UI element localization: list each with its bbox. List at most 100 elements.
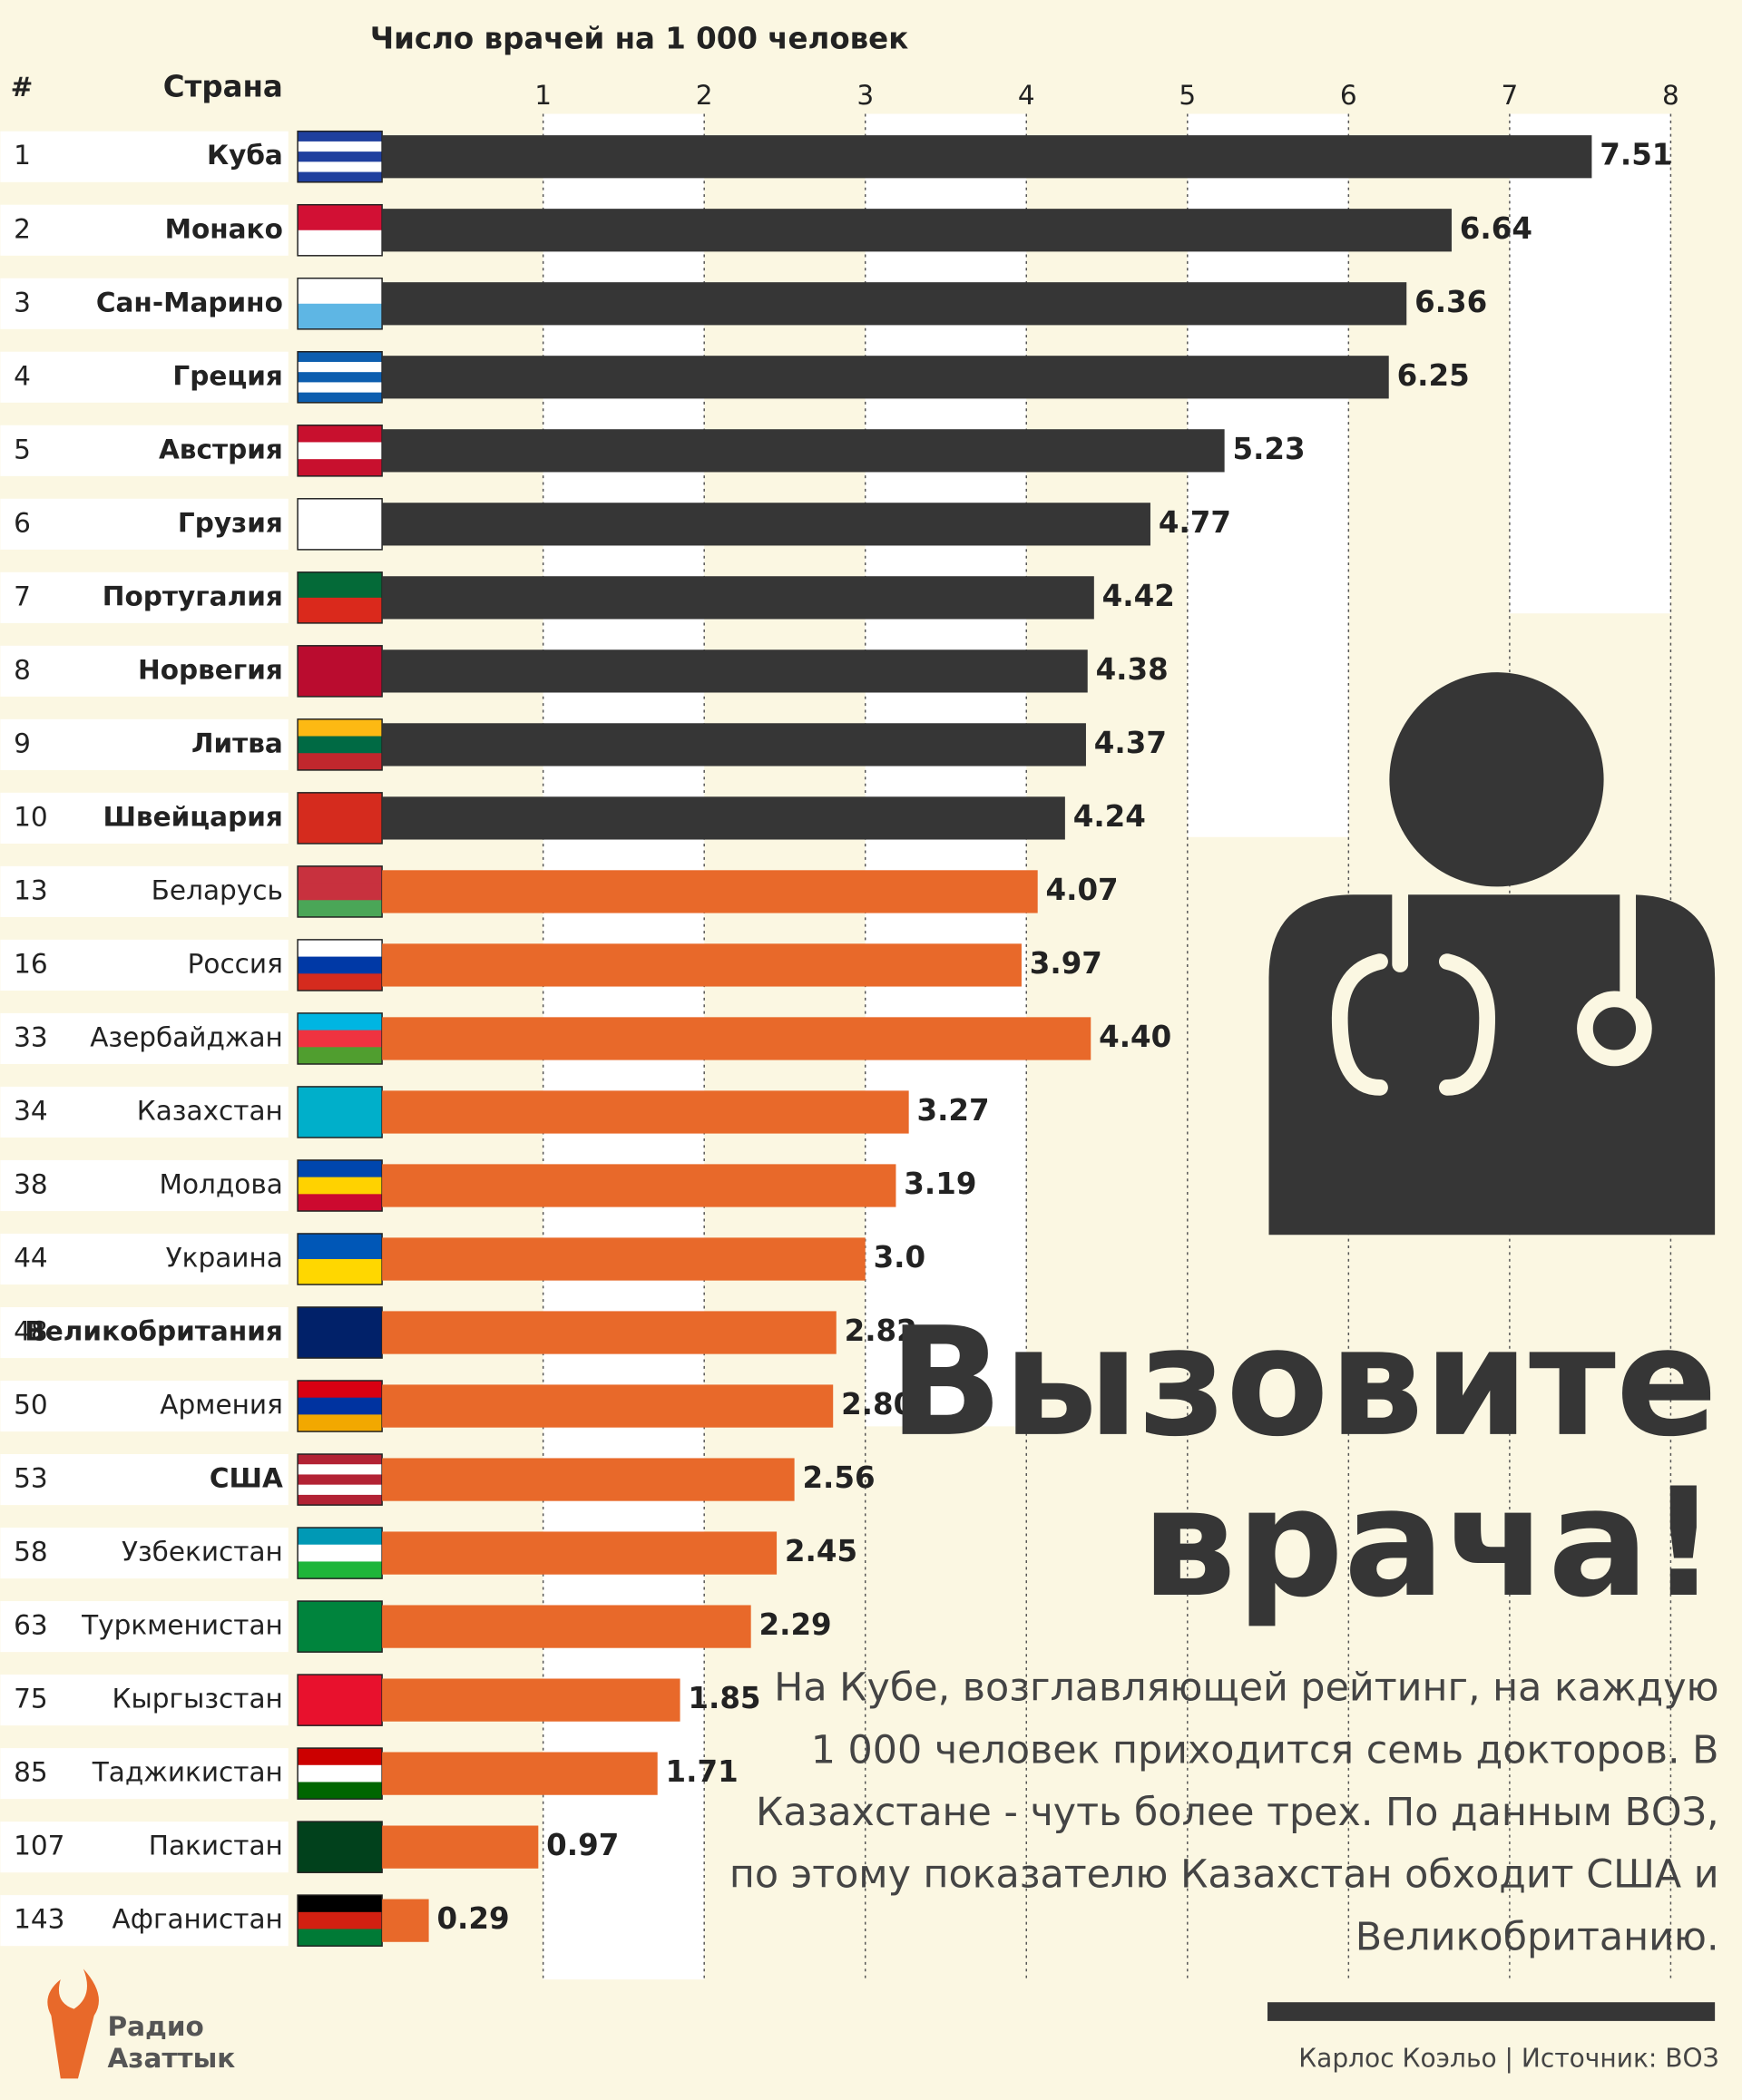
row-strip: [0, 1895, 289, 1947]
description-line: 1 000 человек приходится семь докторов. …: [811, 1727, 1719, 1773]
icon-head: [1389, 672, 1604, 887]
rank-label: 48: [14, 1316, 48, 1347]
value-label: 2.80: [841, 1387, 914, 1421]
headline: врача!: [1141, 1456, 1718, 1630]
bar: [382, 1458, 795, 1501]
flag-stripe: [298, 361, 383, 373]
flag-stripe: [298, 1397, 383, 1415]
flag-stripe: [298, 1194, 383, 1212]
rank-label: 34: [14, 1095, 48, 1126]
row-strip: [0, 1012, 289, 1065]
flag-stripe: [298, 392, 383, 404]
rank-label: 10: [14, 801, 48, 832]
row-strip: [0, 1528, 289, 1579]
country-label: Туркменистан: [81, 1610, 283, 1641]
flag-stripe: [298, 303, 383, 330]
flag-stripe: [298, 1380, 383, 1399]
x-tick-label: 7: [1501, 80, 1518, 111]
country-header: Страна: [163, 69, 283, 103]
value-label: 4.24: [1073, 799, 1146, 834]
flag-stripe: [298, 1782, 383, 1800]
value-label: 2.45: [785, 1534, 857, 1568]
bar: [382, 1678, 680, 1722]
column-band: [1509, 113, 1671, 614]
rank-label: 6: [14, 507, 31, 538]
bar: [382, 870, 1038, 913]
rank-label: 13: [14, 874, 48, 905]
flag-stripe: [298, 425, 383, 443]
flag-stripe: [298, 1544, 383, 1562]
row-strip: [0, 865, 289, 917]
country-label: США: [210, 1463, 283, 1494]
icon-stethoscope-end: [1577, 991, 1652, 1067]
country-label: Грузия: [178, 507, 283, 538]
flag-stripe: [298, 900, 383, 918]
flag-stripe: [298, 645, 383, 698]
axis-title: Число врачей на 1 000 человек: [370, 21, 908, 55]
value-label: 4.37: [1094, 726, 1167, 760]
flag-stripe: [298, 1911, 383, 1929]
flag-stripe: [298, 1012, 383, 1031]
flag-stripe: [298, 141, 383, 152]
rank-label: 16: [14, 948, 48, 979]
country-label: Кыргызстан: [113, 1684, 283, 1714]
bar: [382, 1605, 751, 1648]
value-label: 3.0: [874, 1240, 926, 1275]
row-strip: [0, 204, 289, 256]
flag-stripe: [298, 1822, 383, 1873]
flag-stripe: [298, 792, 383, 845]
row-strip: [0, 498, 289, 550]
flag-stripe: [298, 1233, 383, 1260]
flag-stripe: [298, 1030, 383, 1048]
value-label: 0.97: [546, 1828, 619, 1862]
flag-stripe: [298, 597, 383, 624]
bar: [382, 1237, 866, 1281]
rank-header: #: [11, 72, 34, 103]
country-label: Таджикистан: [92, 1757, 283, 1788]
country-label: Пакистан: [149, 1831, 283, 1861]
bar: [382, 429, 1225, 473]
icon-body: [1268, 894, 1716, 1236]
row-strip: [0, 718, 289, 770]
rank-label: 3: [14, 287, 31, 317]
value-label: 4.77: [1159, 505, 1231, 540]
column-band: [865, 113, 1027, 1427]
description: На Кубе, возглавляющей рейтинг, на кажду…: [729, 1665, 1719, 1960]
description-line: Казахстане - чуть более трех. По данным …: [756, 1790, 1719, 1835]
flag-stripe: [298, 1086, 383, 1138]
rank-label: 50: [14, 1390, 48, 1421]
flag-stripe: [298, 230, 383, 257]
bar: [382, 1752, 658, 1795]
rank-label: 38: [14, 1168, 48, 1199]
flag-stripe: [298, 1895, 383, 1913]
flag-stripe: [298, 351, 383, 363]
flag-stripe: [298, 171, 383, 183]
rank-label: 8: [14, 654, 31, 685]
rank-label: 2: [14, 213, 31, 244]
flag-stripe: [298, 865, 383, 884]
rank-label: 107: [14, 1831, 64, 1861]
flag-stripe: [298, 1764, 383, 1783]
row-strip: [0, 278, 289, 329]
flag-stripe: [298, 571, 383, 599]
value-label: 5.23: [1232, 432, 1305, 466]
value-label: 4.07: [1046, 873, 1119, 907]
flag-stripe: [298, 151, 383, 162]
logo-mark: [47, 1968, 99, 2079]
flag-stripe: [298, 1675, 383, 1726]
row-strip: [0, 645, 289, 697]
country-label: Австрия: [159, 434, 283, 464]
bar: [382, 576, 1094, 620]
flag-stripe: [298, 1601, 383, 1653]
logo: Радио Азаттык: [47, 1968, 235, 2079]
flag-stripe: [298, 1306, 383, 1359]
flag-stripe: [298, 718, 383, 737]
flag-stripe: [298, 442, 383, 460]
value-label: 6.36: [1414, 285, 1487, 319]
row-strip: [0, 1306, 289, 1359]
flag-stripe: [298, 883, 383, 901]
country-label: Швейцария: [103, 801, 282, 832]
value-label: 3.27: [917, 1093, 990, 1128]
bar: [382, 1531, 778, 1575]
